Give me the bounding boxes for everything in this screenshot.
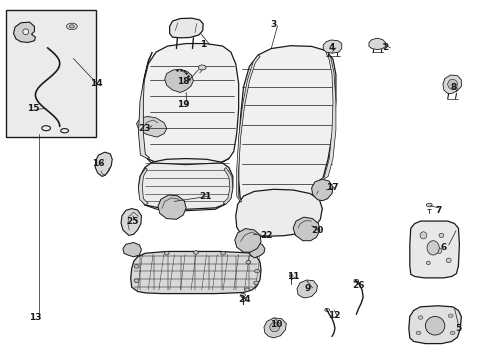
Polygon shape xyxy=(238,46,335,206)
Ellipse shape xyxy=(446,258,450,263)
Text: 17: 17 xyxy=(325,183,338,192)
Text: 10: 10 xyxy=(269,320,282,329)
FancyBboxPatch shape xyxy=(6,10,96,137)
Polygon shape xyxy=(223,167,232,204)
Ellipse shape xyxy=(66,23,77,30)
Text: 16: 16 xyxy=(92,159,104,168)
Text: 25: 25 xyxy=(126,217,139,226)
Circle shape xyxy=(245,260,250,264)
Polygon shape xyxy=(408,306,460,343)
Polygon shape xyxy=(136,116,166,137)
Text: 18: 18 xyxy=(177,77,189,86)
Polygon shape xyxy=(234,229,261,252)
Polygon shape xyxy=(14,22,35,42)
Ellipse shape xyxy=(69,25,74,28)
Text: 24: 24 xyxy=(238,295,250,304)
Polygon shape xyxy=(248,242,264,258)
Polygon shape xyxy=(164,69,193,93)
Text: 22: 22 xyxy=(260,231,272,240)
Circle shape xyxy=(193,251,198,254)
Polygon shape xyxy=(169,18,203,38)
Polygon shape xyxy=(121,208,141,235)
Polygon shape xyxy=(95,152,112,176)
Polygon shape xyxy=(138,158,232,209)
Polygon shape xyxy=(138,52,152,158)
Text: 26: 26 xyxy=(352,281,364,290)
Ellipse shape xyxy=(447,79,457,89)
Circle shape xyxy=(134,279,139,283)
Circle shape xyxy=(253,281,258,285)
Ellipse shape xyxy=(438,233,443,238)
Circle shape xyxy=(164,251,169,255)
Circle shape xyxy=(254,269,259,273)
Circle shape xyxy=(134,265,139,268)
Text: 4: 4 xyxy=(328,43,334,52)
Circle shape xyxy=(417,316,422,319)
Polygon shape xyxy=(130,251,261,294)
Ellipse shape xyxy=(240,293,245,297)
Polygon shape xyxy=(368,38,385,50)
Polygon shape xyxy=(319,51,335,180)
Ellipse shape xyxy=(426,261,429,265)
Text: 21: 21 xyxy=(199,192,211,201)
Circle shape xyxy=(244,288,249,292)
Text: 2: 2 xyxy=(382,43,388,52)
Ellipse shape xyxy=(288,274,292,277)
Circle shape xyxy=(449,331,454,335)
Polygon shape xyxy=(158,195,186,219)
Text: 8: 8 xyxy=(449,83,456,92)
Polygon shape xyxy=(323,40,341,53)
Text: 20: 20 xyxy=(310,225,323,234)
Text: 6: 6 xyxy=(440,243,446,252)
Text: 7: 7 xyxy=(435,206,441,215)
Text: 13: 13 xyxy=(29,313,41,322)
Ellipse shape xyxy=(425,316,444,335)
Text: 12: 12 xyxy=(327,311,340,320)
Polygon shape xyxy=(236,55,260,202)
Text: 1: 1 xyxy=(200,40,206,49)
Text: 3: 3 xyxy=(270,20,276,29)
Ellipse shape xyxy=(426,241,438,255)
Circle shape xyxy=(220,251,225,255)
Polygon shape xyxy=(292,217,319,241)
Text: 19: 19 xyxy=(177,100,190,109)
Polygon shape xyxy=(138,168,148,205)
Text: 11: 11 xyxy=(286,272,299,281)
Polygon shape xyxy=(296,280,317,298)
Text: 5: 5 xyxy=(454,324,461,333)
Polygon shape xyxy=(264,318,286,338)
Text: 9: 9 xyxy=(304,284,310,293)
Ellipse shape xyxy=(419,232,426,239)
Ellipse shape xyxy=(198,65,205,70)
Circle shape xyxy=(415,331,420,335)
Polygon shape xyxy=(409,221,458,278)
Ellipse shape xyxy=(269,323,279,332)
Text: 23: 23 xyxy=(138,124,151,133)
Polygon shape xyxy=(442,75,460,94)
Polygon shape xyxy=(235,189,322,237)
Polygon shape xyxy=(311,179,332,201)
Ellipse shape xyxy=(435,248,441,253)
Polygon shape xyxy=(122,243,141,257)
Text: 15: 15 xyxy=(27,104,39,113)
Circle shape xyxy=(447,314,452,318)
Text: 14: 14 xyxy=(90,79,102,88)
Ellipse shape xyxy=(23,29,29,35)
Ellipse shape xyxy=(426,203,431,207)
Polygon shape xyxy=(140,44,238,164)
